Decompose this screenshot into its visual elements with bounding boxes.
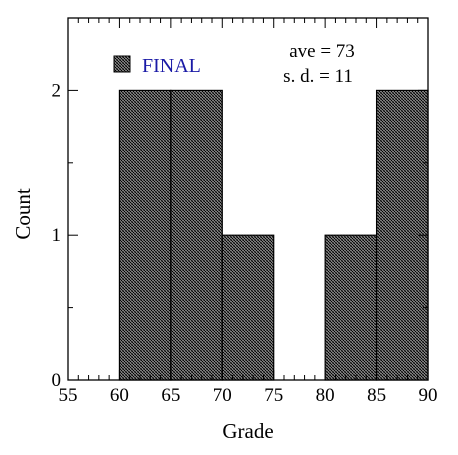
x-tick-label: 75 <box>264 385 283 406</box>
x-axis-title: Grade <box>222 419 273 443</box>
x-tick-labels: 55 60 65 70 75 80 85 90 <box>59 385 438 406</box>
y-axis-title: Count <box>11 188 35 240</box>
mean-annotation: ave = 73 <box>289 41 355 62</box>
sd-annotation: s. d. = 11 <box>283 66 353 87</box>
y-tick-labels: 0 1 2 <box>52 80 62 391</box>
histogram-bar <box>221 234 275 381</box>
x-tick-label: 80 <box>316 385 335 406</box>
x-tick-label: 70 <box>213 385 232 406</box>
histogram-bar <box>324 234 378 381</box>
legend-swatch <box>113 55 131 73</box>
legend-label: FINAL <box>142 55 201 77</box>
x-tick-label: 85 <box>367 385 386 406</box>
y-tick-label: 1 <box>52 225 62 246</box>
x-tick-label: 60 <box>110 385 129 406</box>
x-tick-label: 90 <box>419 385 438 406</box>
x-tick-label: 65 <box>161 385 180 406</box>
bars-group <box>118 89 429 381</box>
histogram-bar <box>170 89 223 381</box>
plot-frame <box>67 17 429 381</box>
y-tick-label: 0 <box>52 370 62 391</box>
histogram-bar <box>118 89 172 381</box>
y-tick-label: 2 <box>52 80 62 101</box>
x-tick-label: 55 <box>59 385 78 406</box>
